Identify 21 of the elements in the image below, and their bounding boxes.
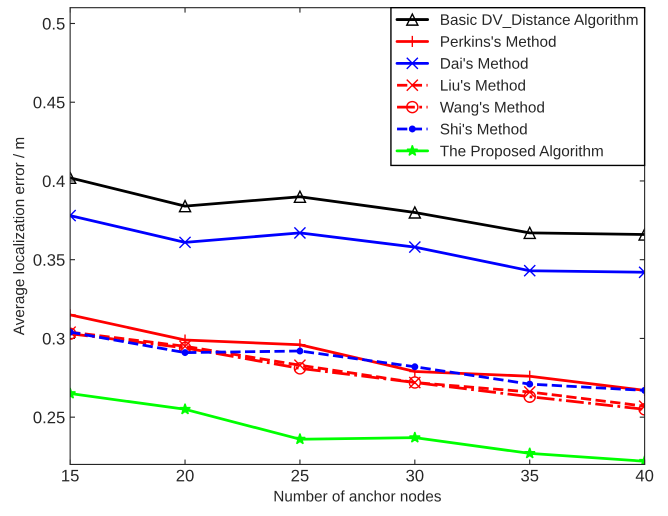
legend-label: The Proposed Algorithm (440, 145, 603, 160)
legend-label: Shi's Method (440, 123, 527, 134)
y-tick-label: 0.35 (33, 254, 65, 266)
legend-label: Liu's Method (441, 79, 525, 91)
y-tick-label: 0.45 (33, 96, 65, 108)
x-tick-label: 35 (521, 470, 538, 482)
y-tick-label: 0.3 (42, 332, 65, 345)
x-tick-label: 30 (406, 470, 424, 482)
legend-label: Wang's Method (440, 101, 544, 116)
x-tick-label: 20 (176, 470, 194, 482)
y-tick-label: 0.4 (42, 175, 65, 188)
x-tick-label: 25 (292, 470, 309, 482)
x-axis-title: Number of anchor nodes (274, 490, 441, 502)
x-tick-label: 15 (62, 470, 79, 482)
y-tick-label: 0.5 (42, 18, 65, 30)
legend-label: Dai's Method (441, 58, 528, 69)
legend-label: Perkins's Method (441, 36, 556, 47)
legend-label: Basic DV_Distance Algorithm (441, 14, 638, 28)
x-tick-label: 40 (636, 470, 654, 482)
y-axis-title: Average localization error / m (13, 138, 28, 336)
y-tick-label: 0.25 (33, 412, 65, 424)
